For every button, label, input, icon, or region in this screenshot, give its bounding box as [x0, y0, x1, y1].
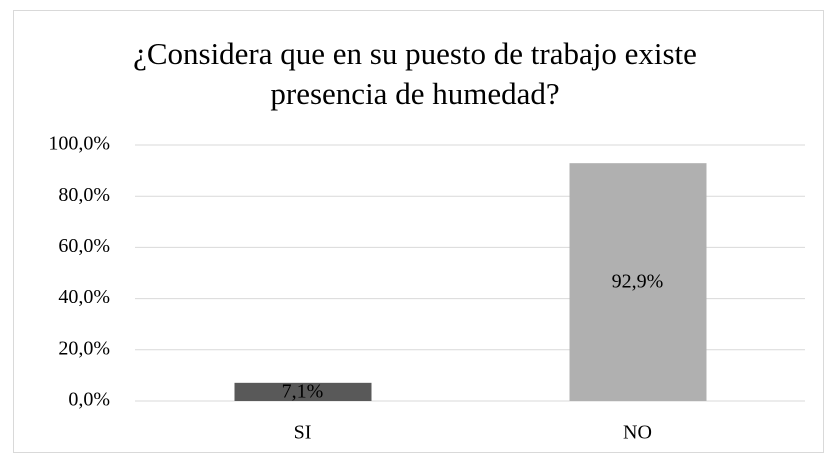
- y-tick-label: 0,0%: [68, 389, 110, 411]
- bar: [234, 382, 372, 401]
- chart-title: ¿Considera que en su puesto de trabajo e…: [133, 36, 697, 111]
- x-tick-label: NO: [623, 422, 652, 444]
- y-tick-label: 60,0%: [58, 235, 110, 257]
- y-tick-label: 40,0%: [58, 286, 110, 308]
- data-label: 92,9%: [612, 271, 664, 293]
- bar: [569, 163, 707, 401]
- y-tick-label: 80,0%: [58, 184, 110, 206]
- data-label: 7,1%: [282, 381, 324, 403]
- x-tick-label: SI: [294, 422, 312, 444]
- y-tick-label: 20,0%: [58, 337, 110, 359]
- y-tick-label: 100,0%: [48, 133, 110, 155]
